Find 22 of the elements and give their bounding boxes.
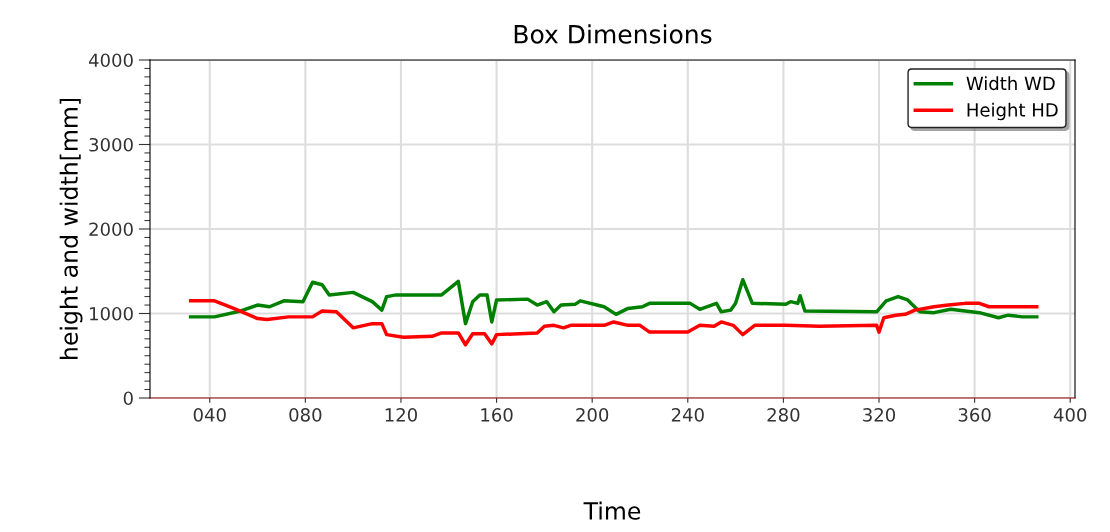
line-series bbox=[188, 299, 1039, 347]
x-tick-label: 360 bbox=[958, 408, 991, 422]
x-tick-label: 200 bbox=[576, 408, 609, 422]
x-tick-label: 120 bbox=[385, 408, 417, 422]
y-tick-label: 1000 bbox=[90, 306, 133, 321]
y-tick-label: 4000 bbox=[88, 53, 133, 68]
x-tick-label: 160 bbox=[481, 408, 513, 422]
x-tick-label: 400 bbox=[1053, 408, 1087, 422]
legend-label: Width WD bbox=[966, 76, 1055, 91]
x-tick-label: 040 bbox=[193, 408, 226, 422]
legend-label: Height HD bbox=[967, 102, 1058, 121]
x-tick-label: 080 bbox=[289, 408, 322, 422]
x-tick-label: 320 bbox=[863, 408, 896, 422]
x-axis-title: Time bbox=[583, 501, 641, 520]
x-tick-label: 240 bbox=[671, 408, 704, 422]
y-tick-label: 0 bbox=[123, 391, 133, 406]
y-axis-title: height and width[mm] bbox=[59, 98, 83, 359]
x-tick-label: 280 bbox=[767, 408, 800, 422]
chart-title: Box Dimensions bbox=[514, 24, 712, 44]
line-series bbox=[188, 277, 1039, 326]
y-tick-label: 2000 bbox=[89, 222, 133, 237]
y-tick-label: 3000 bbox=[89, 137, 133, 152]
